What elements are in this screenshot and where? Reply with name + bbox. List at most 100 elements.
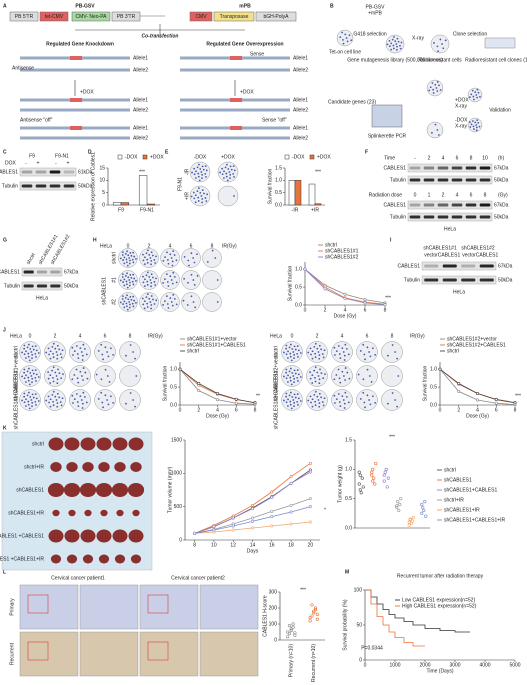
panel-letter: G <box>3 237 7 243</box>
colony <box>56 402 59 405</box>
bar <box>146 203 156 206</box>
colony <box>441 43 443 45</box>
blot <box>407 200 493 210</box>
label: X-ray <box>412 35 424 41</box>
colony <box>285 401 288 404</box>
colony <box>338 353 341 355</box>
colony <box>288 370 291 373</box>
blot-band <box>437 215 449 219</box>
colony <box>150 251 153 254</box>
culture-plate <box>331 365 353 387</box>
colony <box>35 379 37 382</box>
colony <box>314 376 316 379</box>
colony <box>81 375 83 377</box>
colony <box>60 404 63 407</box>
colony <box>432 92 435 94</box>
colony <box>25 374 27 377</box>
colony <box>132 251 135 254</box>
allele-bar <box>180 136 290 140</box>
colony <box>167 285 170 287</box>
legend-label: shCABLES1#2+vector <box>447 336 497 342</box>
insert <box>230 126 242 130</box>
colony <box>128 301 131 303</box>
data-point <box>289 522 293 526</box>
colony <box>150 273 153 276</box>
data-point <box>212 525 216 529</box>
label: + <box>37 160 40 166</box>
culture-plate <box>44 341 66 363</box>
colony <box>25 398 27 401</box>
data-point <box>270 515 274 519</box>
colony <box>23 347 26 350</box>
tumor <box>68 509 76 517</box>
colony <box>216 301 219 303</box>
label: shctrl <box>26 252 37 265</box>
colony <box>52 366 55 369</box>
x-tick-label: 0 <box>304 307 307 313</box>
colony <box>318 405 321 408</box>
colony <box>169 275 172 278</box>
culture-plate <box>139 270 159 290</box>
y-axis-label: CABLES1 H-score <box>262 595 268 637</box>
label: -DOX <box>455 117 468 123</box>
colony <box>146 261 149 264</box>
colony <box>285 392 288 395</box>
blot-band <box>465 178 477 182</box>
data-point <box>383 470 387 474</box>
colony <box>196 166 199 169</box>
panel-letter: I <box>390 237 392 243</box>
tumor <box>82 554 94 564</box>
colony <box>47 377 50 380</box>
colony <box>153 281 156 283</box>
y-axis-label: Survival probability (%) <box>342 599 348 650</box>
tumor <box>48 529 64 543</box>
x-axis-label: Dose (Gy) <box>466 413 489 419</box>
colony <box>196 253 198 256</box>
colony <box>112 402 115 404</box>
colony <box>296 352 299 355</box>
colony <box>206 193 209 196</box>
allele-bar <box>20 68 130 72</box>
label: shCABLES1#2 <box>461 245 495 251</box>
colony <box>219 171 221 174</box>
colony <box>173 254 176 256</box>
colony <box>399 47 402 50</box>
chart-title: Recurrent tumor after radiation therapy <box>397 573 484 579</box>
label: CMV <box>195 14 207 20</box>
data-point <box>231 524 235 528</box>
colony <box>229 177 231 180</box>
colony <box>318 402 321 405</box>
x-tick-label: Primary (n=10) <box>289 644 295 678</box>
colony <box>347 353 350 356</box>
colony <box>288 394 291 397</box>
colony <box>363 353 366 356</box>
colony <box>129 259 131 262</box>
label: 6 <box>366 333 369 339</box>
colony <box>106 375 109 377</box>
colony <box>148 254 151 256</box>
colony <box>287 381 289 383</box>
colony <box>314 342 317 345</box>
colony <box>52 390 55 393</box>
label: Allele2 <box>293 135 308 141</box>
label: HeLa <box>10 333 22 339</box>
x-tick-label: F9 <box>118 207 124 213</box>
colony <box>128 262 131 265</box>
y-tick-label: 100 <box>269 621 278 627</box>
colony <box>344 379 346 381</box>
data-point <box>251 526 255 530</box>
x-tick-label: 4 <box>476 407 479 413</box>
colony <box>368 399 371 401</box>
colony <box>316 395 319 398</box>
culture-plate <box>356 341 378 363</box>
colony <box>142 303 145 306</box>
colony <box>473 128 475 130</box>
bar <box>314 203 322 206</box>
colony <box>35 349 38 352</box>
tumor <box>50 554 62 564</box>
blot-band <box>423 166 435 170</box>
colony <box>285 371 288 374</box>
colony <box>79 395 82 398</box>
colony <box>49 398 52 401</box>
colony <box>28 367 30 370</box>
